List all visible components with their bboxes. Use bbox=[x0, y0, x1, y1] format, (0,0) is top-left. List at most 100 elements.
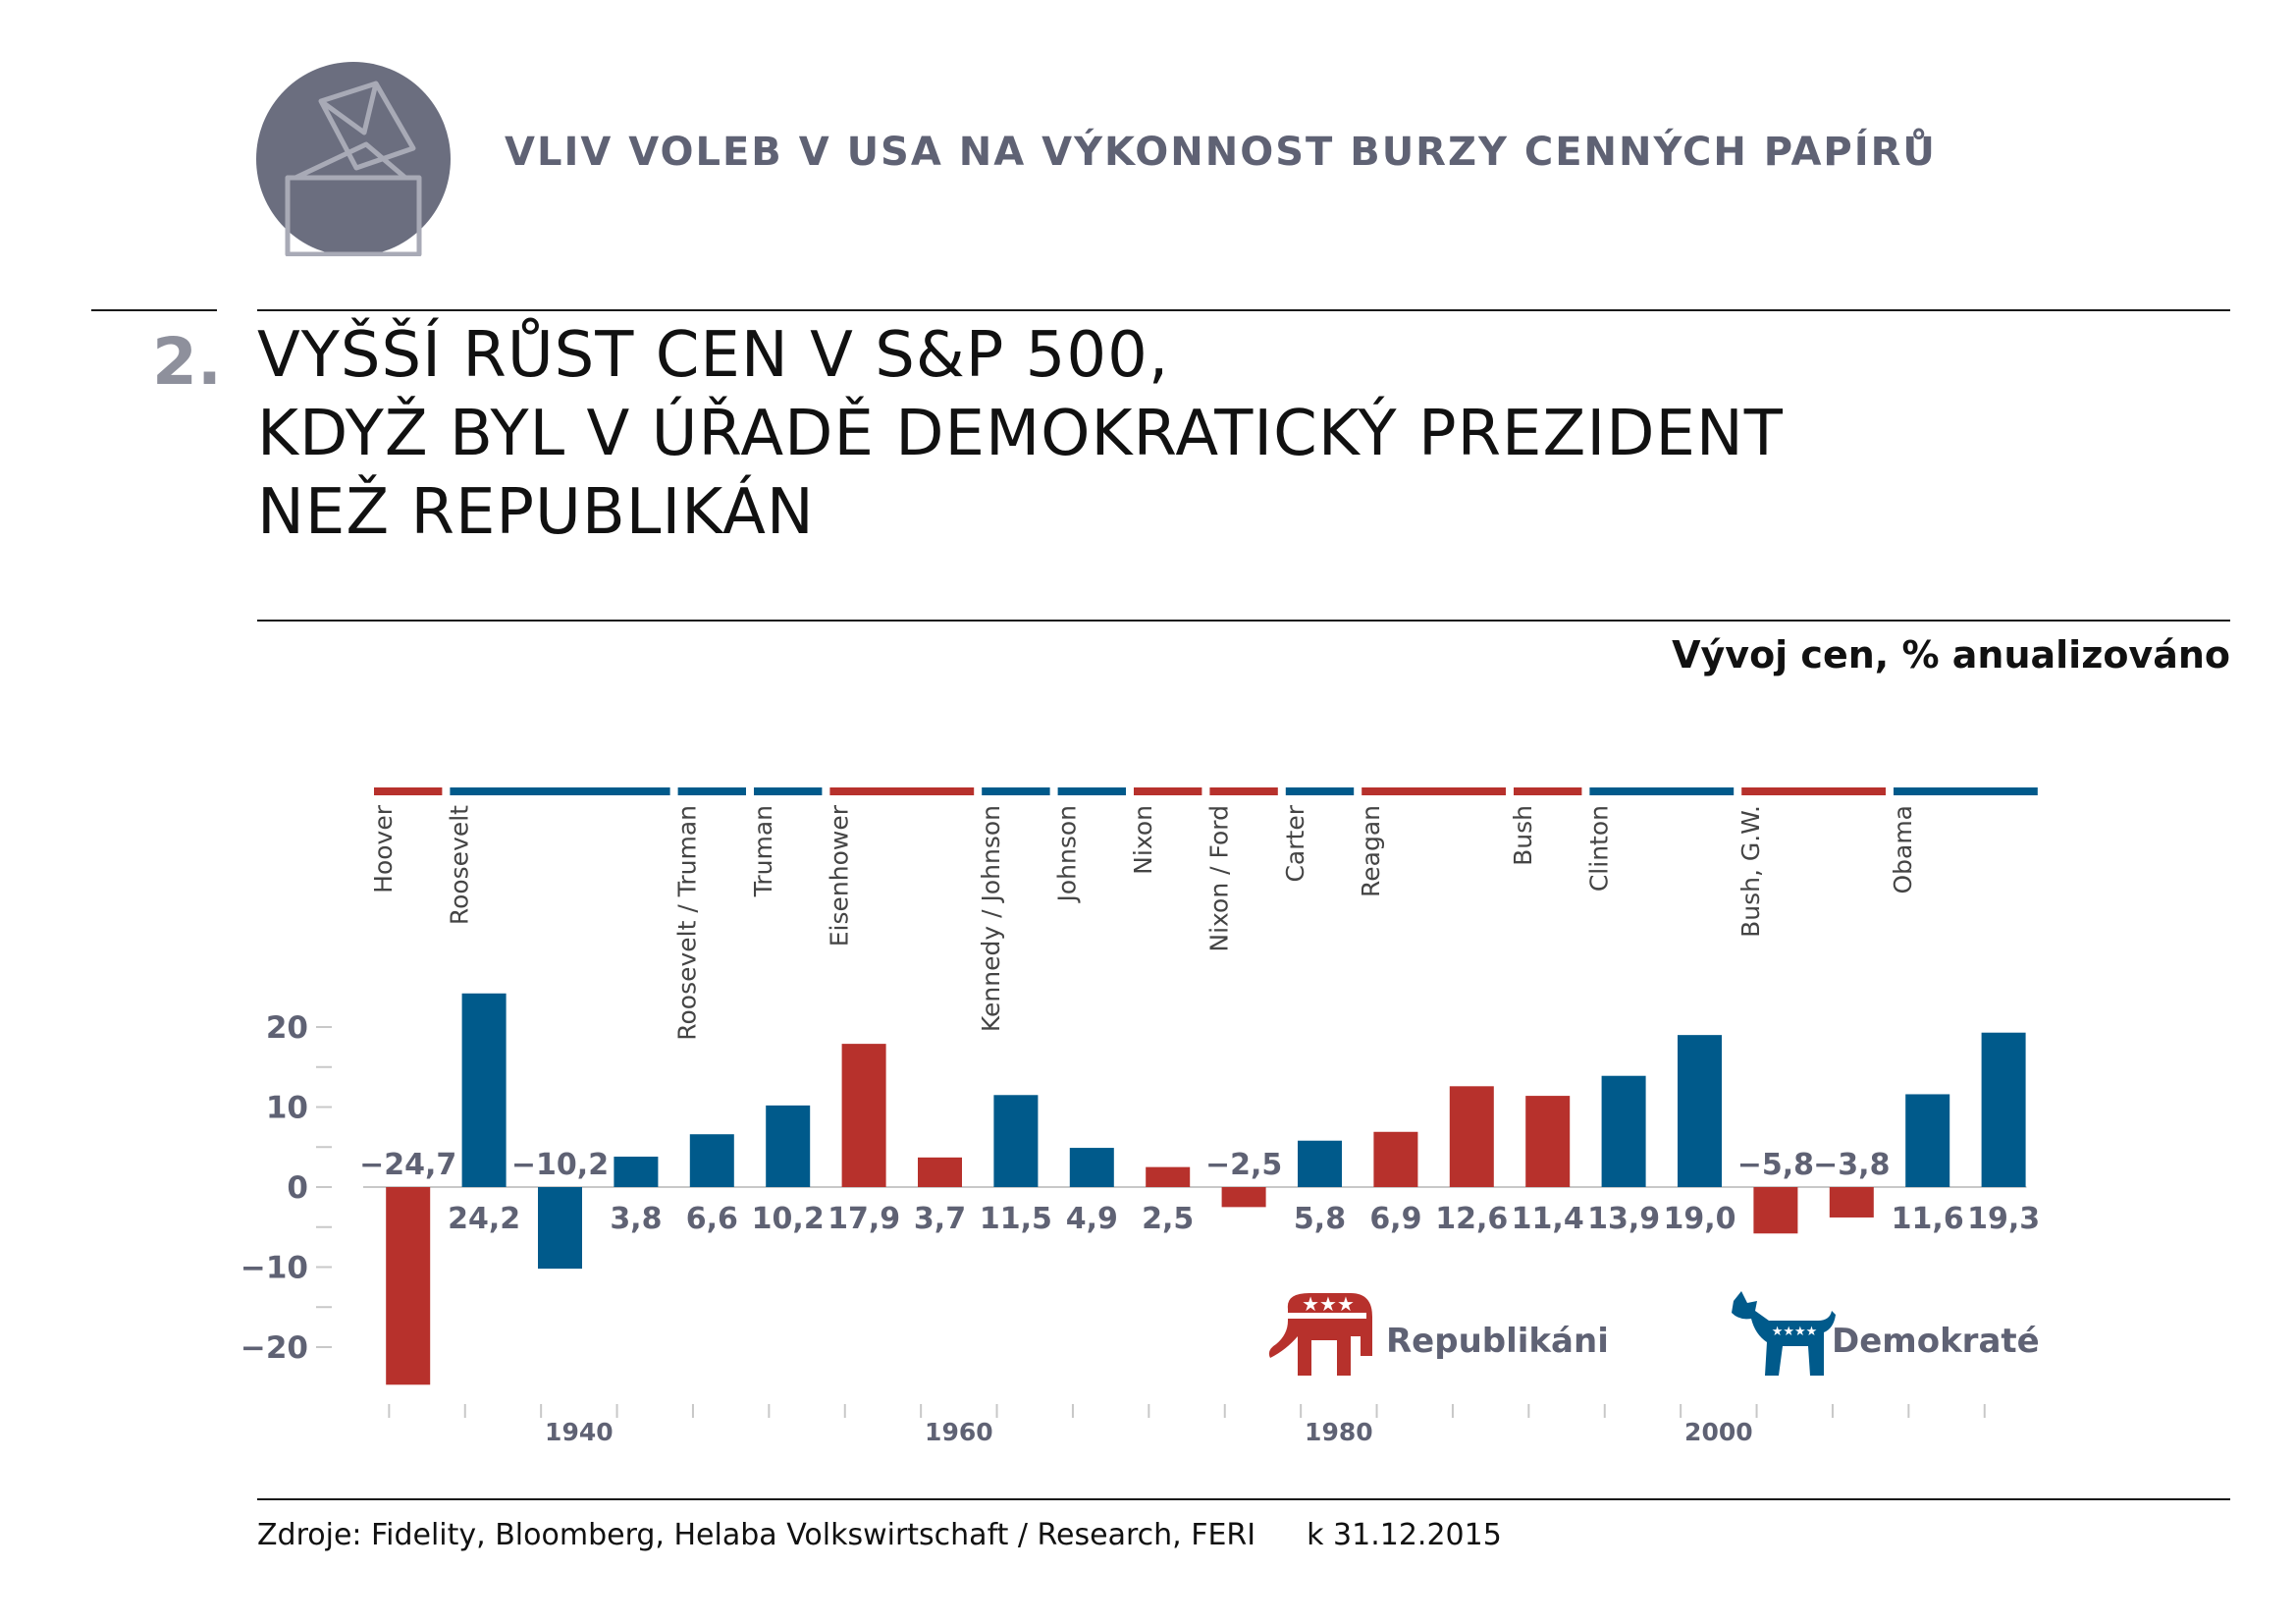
bar bbox=[993, 1095, 1039, 1187]
bar bbox=[689, 1134, 734, 1187]
bar bbox=[614, 1157, 659, 1187]
y-tick-label: 20 bbox=[266, 1010, 308, 1046]
president-label: Bush bbox=[1509, 805, 1537, 866]
bar bbox=[538, 1187, 582, 1270]
top-rule-left bbox=[91, 309, 217, 311]
svg-text:★★★: ★★★ bbox=[1302, 1292, 1355, 1316]
president-term-bar bbox=[1514, 787, 1582, 795]
president-term-bar bbox=[450, 787, 670, 795]
president-label: Bush, G.W. bbox=[1736, 805, 1765, 938]
section-number: 2. bbox=[152, 324, 222, 400]
president-label: Carter bbox=[1281, 804, 1309, 882]
bar-value-label: −3,8 bbox=[1813, 1148, 1890, 1182]
president-label: Obama bbox=[1889, 805, 1917, 894]
bar-value-label: 11,6 bbox=[1892, 1202, 1964, 1236]
president-term-bar bbox=[829, 787, 975, 795]
bar bbox=[1221, 1187, 1266, 1208]
president-term-bar bbox=[1134, 787, 1202, 795]
bar bbox=[1298, 1140, 1342, 1187]
headline-line-1: VYŠŠÍ RŮST CEN V S&P 500, bbox=[257, 319, 1170, 392]
bar-value-label: 12,6 bbox=[1435, 1202, 1508, 1236]
bar bbox=[1601, 1075, 1646, 1187]
bar-value-label: 3,7 bbox=[914, 1202, 966, 1236]
bar bbox=[1981, 1032, 2026, 1187]
bar-value-label: −24,7 bbox=[359, 1148, 456, 1182]
bar bbox=[766, 1105, 811, 1187]
bar-value-label: −5,8 bbox=[1737, 1148, 1814, 1182]
bar bbox=[1829, 1187, 1874, 1218]
bar-value-label: 5,8 bbox=[1294, 1202, 1346, 1236]
president-label: Clinton bbox=[1584, 805, 1613, 892]
bar-value-label: −10,2 bbox=[511, 1148, 609, 1182]
donkey-icon: ★★★★ bbox=[1732, 1291, 1836, 1376]
y-tick-label: 0 bbox=[287, 1170, 308, 1206]
legend-label: Demokraté bbox=[1832, 1322, 2040, 1361]
bar bbox=[1449, 1086, 1494, 1187]
bar-value-label: 11,4 bbox=[1512, 1202, 1584, 1236]
bar-value-label: 6,6 bbox=[686, 1202, 738, 1236]
y-tick-label: −10 bbox=[240, 1251, 308, 1286]
x-tick-label: 1940 bbox=[545, 1418, 614, 1446]
president-label: Johnson bbox=[1053, 805, 1082, 904]
president-label: Eisenhower bbox=[825, 804, 853, 947]
ballot-box-icon bbox=[256, 62, 451, 256]
chart-title: Vývoj cen, % anualizováno bbox=[1672, 633, 2230, 677]
bar-value-label: 6,9 bbox=[1369, 1202, 1421, 1236]
top-rule-right bbox=[257, 309, 2230, 311]
legend-label: Republikáni bbox=[1386, 1322, 1609, 1361]
chart-top-rule bbox=[257, 620, 2230, 622]
x-tick-label: 1960 bbox=[925, 1418, 993, 1446]
president-term-bar bbox=[1057, 787, 1126, 795]
bar-chart: −20 −10 0 10 20 1940 1960 1980 2000 Hoover Rooseve… bbox=[240, 787, 2040, 1446]
president-term-bar bbox=[1741, 787, 1886, 795]
president-term-bar bbox=[677, 787, 746, 795]
elephant-icon: ★★★ bbox=[1268, 1292, 1372, 1376]
president-term-bar bbox=[1894, 787, 2038, 795]
bar-value-label: 24,2 bbox=[448, 1202, 520, 1236]
president-label: Nixon bbox=[1129, 805, 1157, 875]
president-term-bar bbox=[1285, 787, 1355, 795]
bar bbox=[1373, 1131, 1418, 1187]
bar bbox=[1678, 1035, 1722, 1187]
president-term-bar bbox=[754, 787, 823, 795]
bar bbox=[1146, 1166, 1191, 1187]
source-date: k 31.12.2015 bbox=[1307, 1518, 1502, 1552]
bar bbox=[1753, 1187, 1798, 1234]
president-label: Hoover bbox=[369, 804, 398, 893]
president-label: Kennedy / Johnson bbox=[977, 805, 1005, 1032]
svg-text:★★★★: ★★★★ bbox=[1772, 1325, 1818, 1339]
bar-value-label: 19,0 bbox=[1663, 1202, 1735, 1236]
bar-value-label: 13,9 bbox=[1587, 1202, 1660, 1236]
bar-value-label: 4,9 bbox=[1066, 1202, 1118, 1236]
president-term-bar bbox=[374, 787, 443, 795]
bar-value-label: 19,3 bbox=[1967, 1202, 2040, 1236]
x-tick-label: 2000 bbox=[1684, 1418, 1753, 1446]
bar bbox=[1069, 1148, 1114, 1187]
bar bbox=[1905, 1094, 1950, 1187]
headline-line-3: NEŽ REPUBLIKÁN bbox=[257, 476, 815, 549]
bar bbox=[1525, 1096, 1571, 1187]
bar bbox=[386, 1187, 431, 1385]
president-label: Roosevelt bbox=[445, 805, 473, 925]
bar bbox=[461, 993, 507, 1187]
president-label: Roosevelt / Truman bbox=[673, 805, 702, 1041]
president-term-bar bbox=[1362, 787, 1506, 795]
president-label: Truman bbox=[749, 805, 777, 897]
headline-line-2: KDYŽ BYL V ÚŘADĚ DEMOKRATICKÝ PREZIDENT bbox=[257, 398, 1784, 470]
source-text: Zdroje: Fidelity, Bloomberg, Helaba Volk… bbox=[257, 1518, 1256, 1552]
president-term-bar bbox=[982, 787, 1050, 795]
y-tick-label: −20 bbox=[240, 1330, 308, 1366]
footer-rule bbox=[257, 1498, 2230, 1500]
headline: VYŠŠÍ RŮST CEN V S&P 500, KDYŽ BYL V ÚŘA… bbox=[257, 316, 1784, 552]
y-tick-label: 10 bbox=[266, 1091, 308, 1126]
president-label: Nixon / Ford bbox=[1204, 805, 1233, 952]
bar-value-label: 3,8 bbox=[610, 1202, 662, 1236]
bar-value-label: −2,5 bbox=[1205, 1148, 1282, 1182]
source-note: Zdroje: Fidelity, Bloomberg, Helaba Volk… bbox=[257, 1518, 1502, 1552]
president-label: Reagan bbox=[1357, 805, 1385, 897]
header-title: VLIV VOLEB V USA NA VÝKONNOST BURZY CENN… bbox=[505, 130, 1937, 175]
president-term-bar bbox=[1209, 787, 1278, 795]
x-tick-label: 1980 bbox=[1305, 1418, 1373, 1446]
president-term-bar bbox=[1589, 787, 1735, 795]
bar-value-label: 11,5 bbox=[980, 1202, 1052, 1236]
